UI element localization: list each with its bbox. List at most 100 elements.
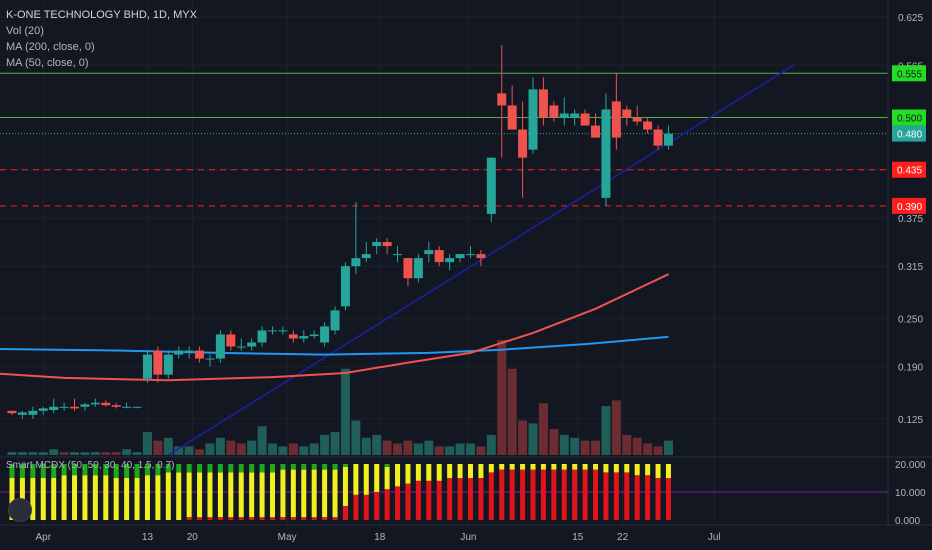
volume-bar [382,440,392,455]
mcdx-tick-label: 20.000 [895,460,926,471]
volume-bar [288,443,298,455]
mcdx-bar [405,483,411,520]
volume-bar [142,432,152,455]
candle-body [59,406,69,408]
mcdx-bar [238,464,244,473]
mcdx-bar [561,469,567,520]
volume-bar [28,452,38,455]
candle-body [643,121,653,130]
indicator-ma50[interactable]: MA (50, close, 0) [6,57,89,69]
candle-body [507,105,517,130]
mcdx-indicator-label[interactable]: Smart MCDX (50, 50, 30, 40, 1.5, 0.7) [6,460,175,471]
mcdx-bar [342,464,348,467]
mcdx-bar [103,475,109,520]
volume-bar [413,443,423,455]
mcdx-bar [82,475,88,520]
volume-bar [528,423,538,455]
mcdx-bar [270,464,275,473]
mcdx-bar [217,464,223,473]
volume-bar [132,452,142,455]
candle-body [257,330,267,343]
volume-bar [591,440,601,455]
level-price-label: 0.390 [897,202,922,213]
mcdx-bar [280,464,286,470]
time-tick-label: Apr [35,532,51,543]
volume-bar [38,452,48,455]
mcdx-bar [665,464,671,478]
mcdx-bar [301,464,307,470]
candle-body [122,406,132,408]
volume-bar [403,440,413,455]
time-tick-label: 13 [142,532,154,543]
volume-bar [622,434,632,455]
mcdx-bar [322,469,328,518]
volume-bar [101,452,111,455]
candle-body [205,358,215,360]
volume-bar [445,446,455,455]
mcdx-bar [51,478,57,520]
volume-bar [518,420,528,455]
level-price-label: 0.555 [897,69,922,80]
mcdx-bar [665,478,671,520]
mcdx-bar [290,469,296,518]
candle-body [351,258,361,267]
mcdx-bar [259,472,265,518]
mcdx-bar [124,464,130,478]
mcdx-bar [9,464,15,478]
candle-body [601,109,611,198]
candle-body [570,113,580,118]
level-price-label: 0.500 [897,114,922,125]
candle-body [476,254,486,259]
mcdx-bar [332,464,338,470]
volume-bar [372,434,382,455]
mcdx-tick-label: 0.000 [895,516,920,527]
volume-bar [476,446,486,455]
mcdx-bar [238,517,244,520]
candle-body [622,109,632,118]
candle-body [549,105,559,118]
mcdx-bar [384,489,390,520]
volume-bar [455,443,465,455]
mcdx-bar [19,464,25,478]
volume-bar [257,426,267,455]
volume-bar [268,443,277,455]
volume-bar [226,440,236,455]
mcdx-bar [197,464,203,473]
volume-bar [393,443,403,455]
candle-body [611,101,621,138]
volume-bar [153,440,163,455]
mcdx-bar [155,475,161,520]
volume-bar [507,368,517,455]
mcdx-bar [311,464,317,470]
mcdx-bar [520,464,526,470]
mcdx-bar [603,472,609,520]
level-price-tag [892,65,926,82]
mcdx-bar [436,480,442,520]
volume-bar [278,446,288,455]
mcdx-bar [92,475,98,520]
mcdx-bar [186,517,192,520]
mcdx-bar [415,480,421,520]
volume-bar [611,400,621,455]
mcdx-bar [540,469,546,520]
mcdx-bar [634,464,640,476]
candle-body [340,266,350,307]
mcdx-bar [374,492,380,520]
candle-body [445,258,455,263]
mcdx-bar [134,464,140,478]
mcdx-bar [238,472,244,518]
candle-body [632,117,642,122]
candle-body [226,334,236,347]
volume-bar [236,443,246,455]
indicator-ma200[interactable]: MA (200, close, 0) [6,41,95,53]
tradingview-logo-icon[interactable] [8,498,32,522]
volume-bar [434,446,444,455]
mcdx-bar [384,464,390,467]
indicator-vol[interactable]: Vol (20) [6,25,44,37]
candle-body [132,406,142,408]
mcdx-bar [467,464,473,478]
volume-bar [163,437,173,455]
volume-bar [580,440,590,455]
volume-bar [90,452,100,455]
